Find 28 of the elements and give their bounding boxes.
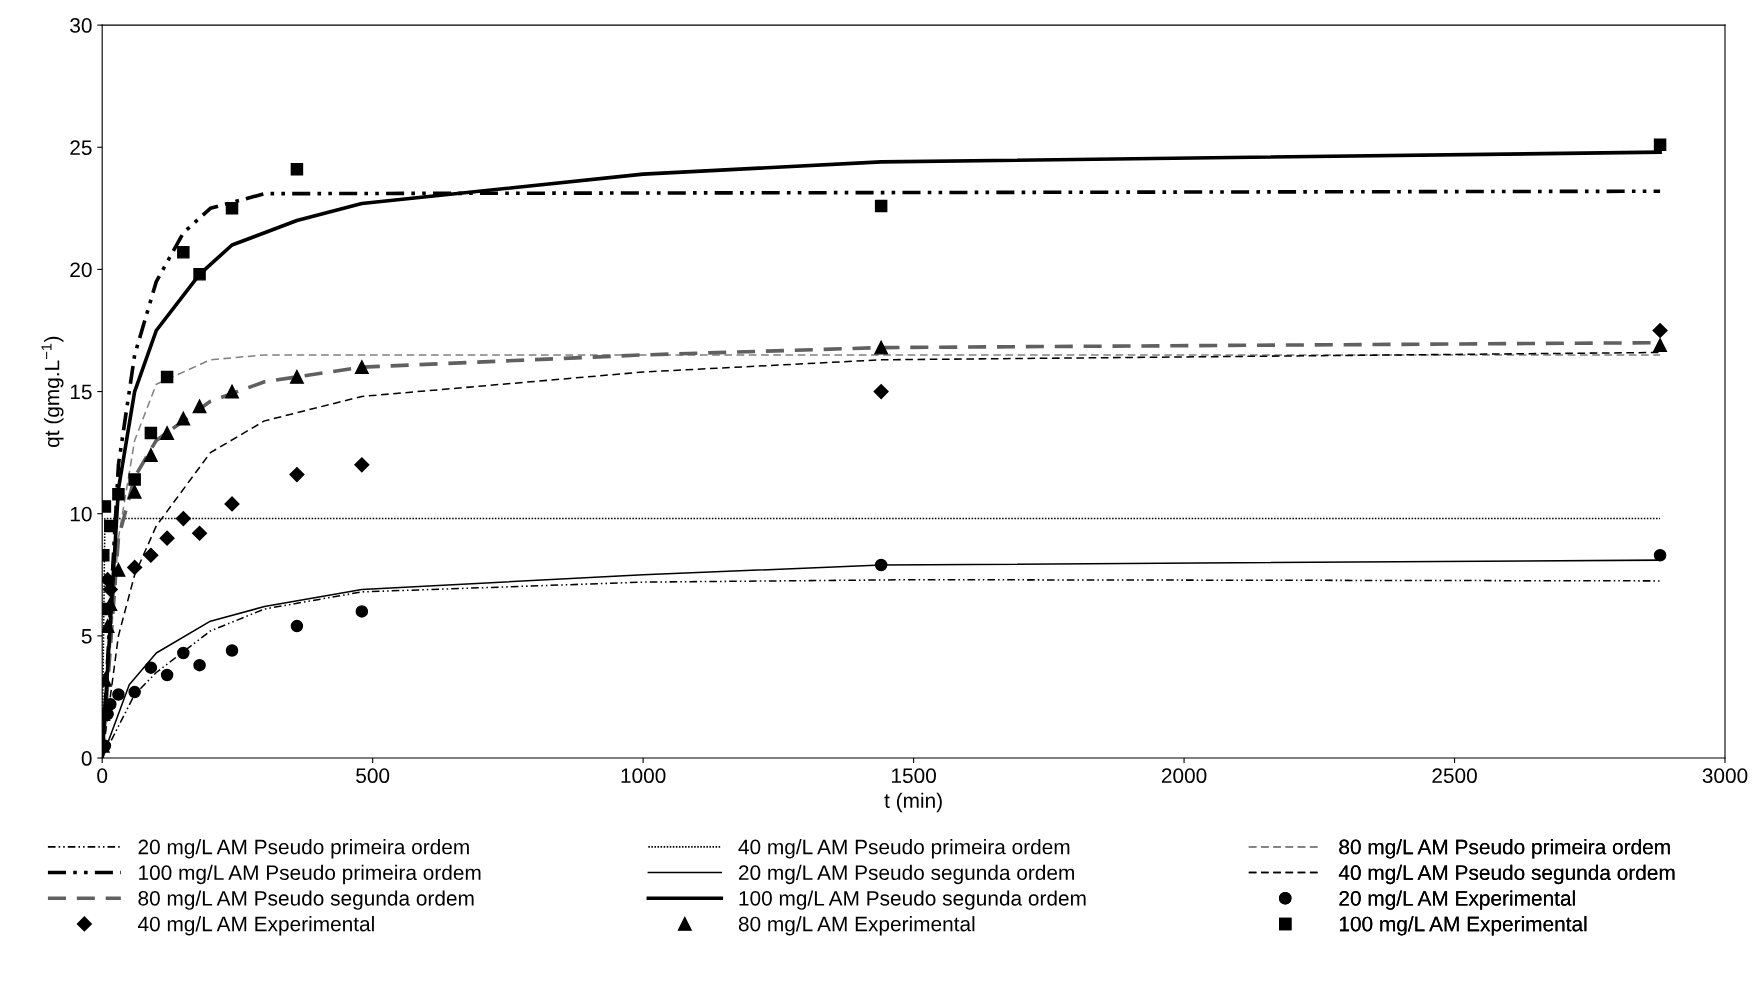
legend-label: 80 mg/L AM Pseudo segunda ordem <box>138 890 474 910</box>
x-tick-label: 3000 <box>1702 768 1748 784</box>
legend-label: 100 mg/L AM Pseudo segunda ordem <box>739 890 1086 910</box>
x-tick-label: 1000 <box>621 768 666 784</box>
x-tick-label: 500 <box>356 768 390 784</box>
legend-label: 20 mg/L AM Pseudo primeira ordem <box>138 839 469 859</box>
legend-label: 80 mg/L AM Experimental <box>738 916 975 936</box>
y-axis-title: qt (gmg.L$^{−1}$) <box>41 336 64 447</box>
legend-label: 40 mg/L AM Pseudo segunda ordem <box>1338 864 1675 885</box>
legend-label: 20 mg/L AM Pseudo segunda ordem <box>738 864 1074 885</box>
x-tick-label: 0 <box>97 768 108 784</box>
legend-label: 40 mg/L AM Experimental <box>137 916 374 936</box>
legend-label: 100 mg/L AM Pseudo primeira ordem <box>139 864 481 885</box>
x-tick-label: 1500 <box>892 768 936 784</box>
y-tick-label: 10 <box>70 506 92 522</box>
legend-label: 40 mg/L AM Pseudo primeira ordem <box>738 839 1070 859</box>
y-tick-label: 20 <box>70 262 92 278</box>
legend-label: 100 mg/L AM Experimental <box>1339 916 1587 936</box>
x-tick-label: 2500 <box>1432 768 1477 784</box>
y-tick-label: 15 <box>70 384 92 400</box>
y-tick-label: 5 <box>81 629 92 644</box>
legend-label: 80 mg/L AM Pseudo primeira ordem <box>1339 839 1670 859</box>
y-tick-label: 30 <box>70 18 92 33</box>
y-tick-label: 25 <box>70 140 92 156</box>
legend-label: 20 mg/L AM Experimental <box>1339 890 1575 910</box>
x-axis-title: t (min) <box>884 792 942 813</box>
y-tick-label: 0 <box>81 751 92 766</box>
x-tick-label: 2000 <box>1161 768 1207 784</box>
